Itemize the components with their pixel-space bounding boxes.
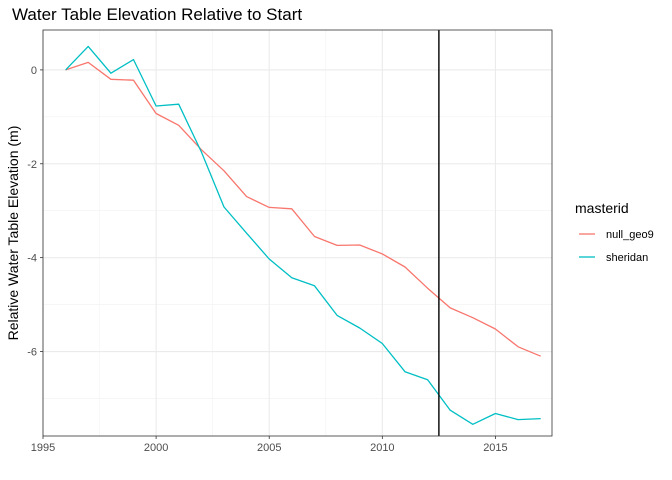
y-tick-label: -4 bbox=[27, 253, 37, 265]
x-tick-label: 2005 bbox=[257, 442, 281, 454]
legend-label-null_geo9: null_geo9 bbox=[606, 229, 654, 241]
legend-title: masterid bbox=[575, 200, 629, 216]
series-layer bbox=[65, 45, 541, 425]
chart-title: Water Table Elevation Relative to Start bbox=[12, 5, 302, 24]
y-tick-label: -6 bbox=[27, 347, 37, 359]
legend-label-sheridan: sheridan bbox=[606, 252, 648, 264]
x-tick-label: 2010 bbox=[370, 442, 394, 454]
legend: masterid null_geo9 sheridan bbox=[575, 200, 654, 264]
panel-border bbox=[42, 29, 553, 437]
series-line-sheridan bbox=[65, 45, 541, 425]
x-axis-ticks: 1995 2000 2005 2010 2015 bbox=[31, 436, 508, 454]
y-tick-label: -2 bbox=[27, 159, 37, 171]
x-tick-label: 2015 bbox=[483, 442, 507, 454]
y-tick-label: 0 bbox=[31, 65, 37, 77]
x-tick-label: 2000 bbox=[144, 442, 168, 454]
x-tick-label: 1995 bbox=[31, 442, 55, 454]
y-axis-ticks: 0 -2 -4 -6 bbox=[27, 65, 43, 359]
y-axis-title: Relative Water Table Elevation (m) bbox=[5, 126, 21, 341]
series-line-null_geo9 bbox=[65, 61, 541, 357]
